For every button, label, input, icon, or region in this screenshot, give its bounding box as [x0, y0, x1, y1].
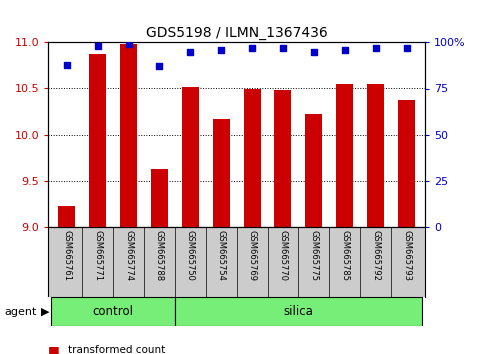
Text: GSM665775: GSM665775	[310, 230, 318, 281]
Bar	[151, 169, 168, 227]
Bar	[274, 90, 291, 227]
Text: silica: silica	[284, 305, 313, 318]
Text: GSM665750: GSM665750	[186, 230, 195, 281]
Point	[341, 47, 349, 53]
Point	[186, 49, 194, 55]
Title: GDS5198 / ILMN_1367436: GDS5198 / ILMN_1367436	[146, 26, 327, 40]
Text: GSM665785: GSM665785	[340, 230, 349, 281]
Point	[125, 41, 132, 47]
Point	[310, 49, 318, 55]
Point	[279, 45, 287, 51]
Point	[94, 43, 101, 49]
Point	[372, 45, 380, 51]
Bar	[398, 101, 415, 227]
Bar	[305, 114, 322, 227]
Text: ■: ■	[48, 344, 60, 354]
Text: GSM665792: GSM665792	[371, 230, 380, 281]
Bar	[182, 87, 199, 227]
Point	[217, 47, 225, 53]
Text: transformed count: transformed count	[68, 346, 165, 354]
Bar	[51, 297, 175, 326]
Text: GSM665774: GSM665774	[124, 230, 133, 281]
Point	[403, 45, 411, 51]
Text: GSM665793: GSM665793	[402, 230, 411, 281]
Text: GSM665788: GSM665788	[155, 230, 164, 281]
Bar	[89, 53, 106, 227]
Point	[63, 62, 71, 67]
Bar	[336, 84, 353, 227]
Bar	[243, 90, 261, 227]
Text: control: control	[93, 305, 134, 318]
Point	[248, 45, 256, 51]
Text: agent: agent	[5, 307, 37, 316]
Bar	[120, 44, 137, 227]
Bar	[58, 206, 75, 227]
Text: GSM665761: GSM665761	[62, 230, 71, 281]
Text: GSM665754: GSM665754	[217, 230, 226, 281]
Text: GSM665769: GSM665769	[248, 230, 256, 281]
Bar	[175, 297, 422, 326]
Text: GSM665770: GSM665770	[279, 230, 287, 281]
Bar	[213, 119, 230, 227]
Text: ▶: ▶	[41, 307, 50, 316]
Point	[156, 64, 163, 69]
Text: GSM665771: GSM665771	[93, 230, 102, 281]
Bar	[367, 84, 384, 227]
